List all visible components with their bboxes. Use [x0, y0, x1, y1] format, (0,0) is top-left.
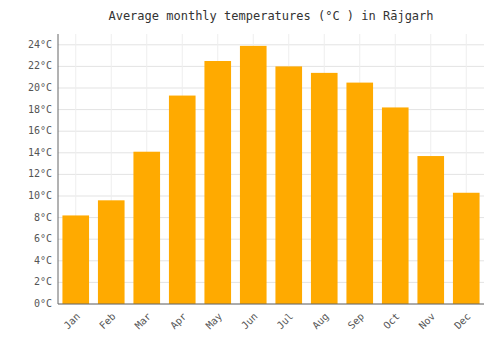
x-tick-label: Jan — [62, 311, 83, 332]
x-tick-label: Dec — [452, 311, 473, 332]
y-tick-label: 16°C — [28, 125, 52, 136]
y-tick-label: 2°C — [34, 276, 52, 287]
y-tick-label: 22°C — [28, 60, 52, 71]
x-tick-label: Apr — [168, 311, 189, 332]
x-tick-label: Nov — [417, 311, 438, 332]
grid — [58, 34, 484, 304]
y-tick-label: 12°C — [28, 168, 52, 179]
x-tick-label: May — [204, 311, 225, 332]
bar — [240, 46, 267, 304]
y-grid-line — [58, 304, 484, 305]
y-tick-label: 8°C — [34, 212, 52, 223]
y-grid-line — [58, 131, 484, 132]
y-grid-line — [58, 44, 484, 45]
bar — [311, 73, 338, 304]
y-tick-label: 24°C — [28, 39, 52, 50]
y-tick-label: 18°C — [28, 104, 52, 115]
bar — [133, 152, 160, 304]
y-tick-label: 4°C — [34, 255, 52, 266]
bars — [62, 46, 479, 304]
bar — [275, 66, 302, 304]
bar — [98, 200, 125, 304]
chart: 0°C 2°C 4°C 6°C 8°C 10°C 12°C 14°C 16°C 18°C 20°C 2… — [0, 0, 500, 350]
bar — [382, 107, 409, 304]
bar — [453, 193, 480, 304]
x-tick-label: Sep — [346, 311, 367, 332]
y-grid-line — [58, 109, 484, 110]
x-tick-label: Oct — [381, 311, 402, 332]
y-grid-line — [58, 88, 484, 89]
y-tick-label: 0°C — [34, 298, 52, 309]
bar — [169, 96, 196, 304]
x-axis-line — [58, 304, 484, 305]
y-tick-label: 6°C — [34, 233, 52, 244]
x-tick-label: Jun — [239, 311, 260, 332]
y-tick-label: 10°C — [28, 190, 52, 201]
x-tick-label: Jul — [275, 311, 296, 332]
y-tick-label: 20°C — [28, 82, 52, 93]
x-tick-label: Mar — [133, 311, 154, 332]
x-tick-label: Aug — [310, 311, 331, 332]
y-axis-line — [58, 34, 59, 304]
bar — [346, 83, 373, 304]
chart-container: 0°C 2°C 4°C 6°C 8°C 10°C 12°C 14°C 16°C 18°C 20°C 2… — [0, 0, 500, 350]
y-tick-label: 14°C — [28, 147, 52, 158]
x-tick-label: Feb — [97, 311, 118, 332]
bar — [417, 156, 444, 304]
y-grid-line — [58, 66, 484, 67]
bar — [62, 215, 89, 304]
y-grid-line — [58, 152, 484, 153]
bar — [204, 61, 231, 304]
title: Average monthly temperatures (°C ) in Rā… — [108, 9, 433, 23]
